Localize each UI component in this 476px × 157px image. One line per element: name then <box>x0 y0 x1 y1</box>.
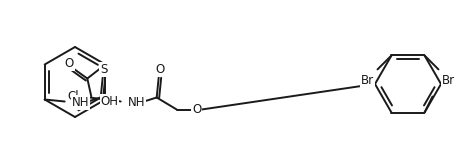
Text: NH: NH <box>128 96 145 109</box>
Text: NH: NH <box>71 96 89 109</box>
Text: Br: Br <box>441 74 454 87</box>
Text: Cl: Cl <box>68 90 79 103</box>
Text: S: S <box>100 63 107 76</box>
Text: O: O <box>65 57 74 70</box>
Text: O: O <box>155 63 164 76</box>
Text: OH: OH <box>100 95 118 108</box>
Text: O: O <box>192 103 201 116</box>
Text: Br: Br <box>360 74 373 87</box>
